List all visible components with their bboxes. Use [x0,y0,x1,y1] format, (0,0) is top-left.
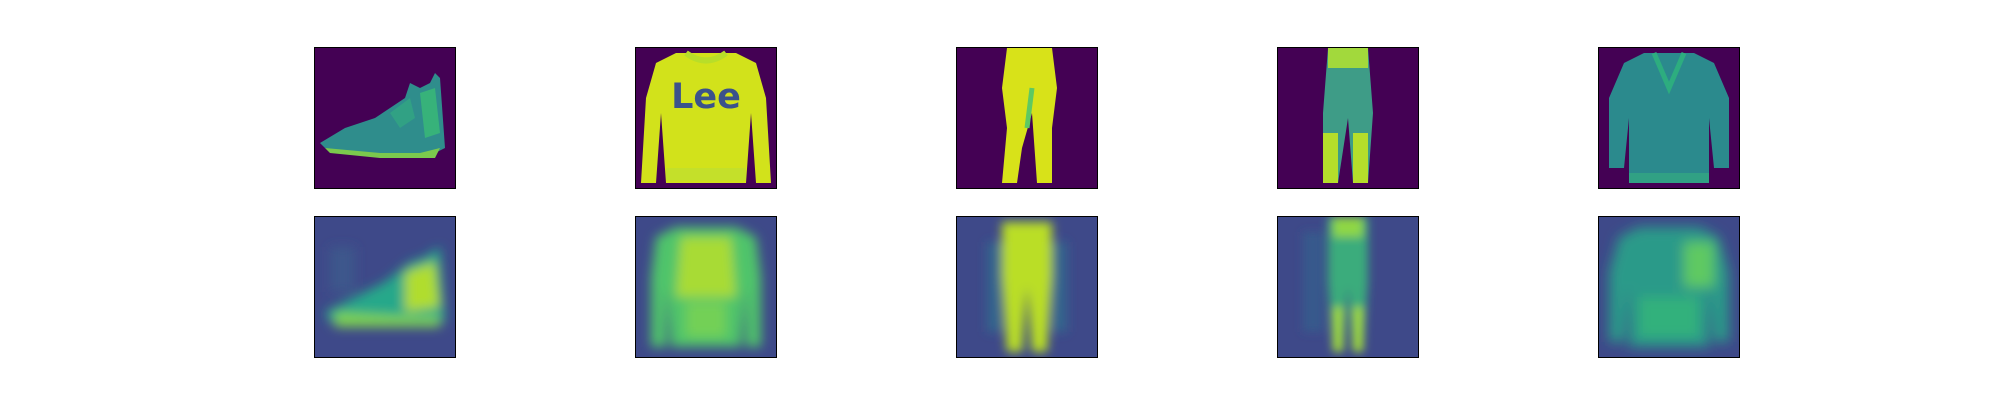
shoe-image [315,48,455,188]
original-panel-sweater: Lee [635,47,777,189]
reconstruction-panel-trousers-1 [956,216,1098,358]
original-panel-trousers-1 [956,47,1098,189]
original-panel-trousers-2 [1277,47,1419,189]
trousers-image [1278,217,1418,357]
reconstruction-panel-sweater [635,216,777,358]
reconstruction-panel-shirt [1598,216,1740,358]
reconstruction-panel-shoe [314,216,456,358]
original-panel-shirt [1598,47,1740,189]
svg-text:Lee: Lee [671,77,741,117]
shirt-image [1599,217,1739,357]
original-panel-shoe [314,47,456,189]
trousers-image [957,48,1097,188]
trousers-image [1278,48,1418,188]
shirt-image [1599,48,1739,188]
trousers-image [957,217,1097,357]
sweater-image: Lee [636,48,776,188]
reconstruction-panel-trousers-2 [1277,216,1419,358]
sweater-image [636,217,776,357]
lee-logo: Lee [671,77,741,117]
shoe-image [315,217,455,357]
